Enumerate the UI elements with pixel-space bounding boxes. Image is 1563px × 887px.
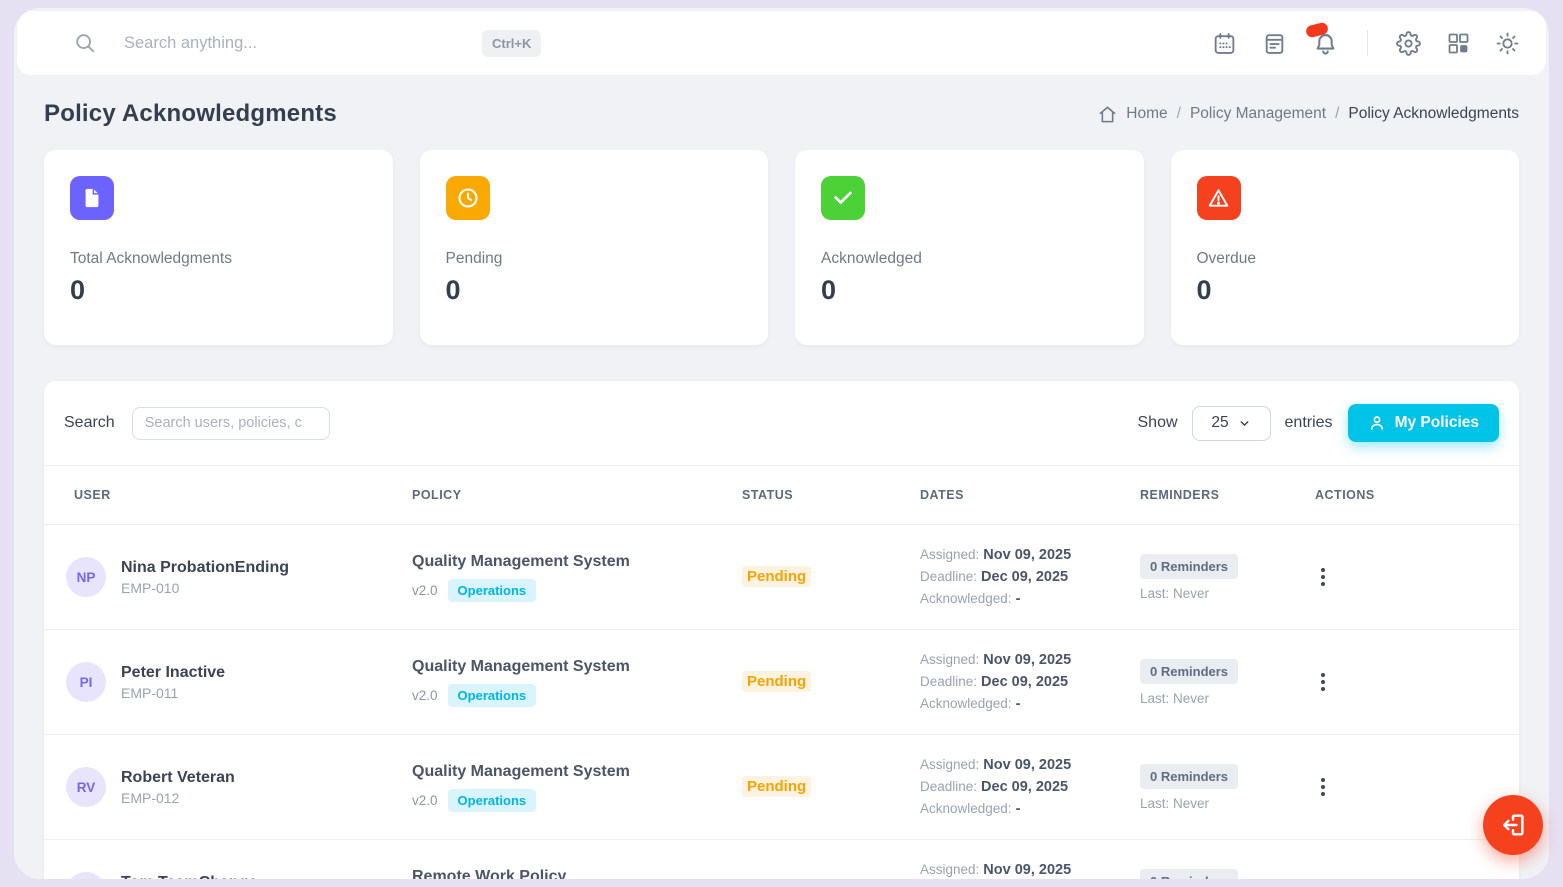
status-badge: Pending: [742, 671, 812, 692]
theme-sun-icon[interactable]: [1495, 31, 1520, 56]
table-search-label: Search: [64, 414, 115, 431]
stat-card-overdue: Overdue 0: [1170, 150, 1519, 345]
dates-cell: Assigned:Nov 09, 2025 Deadline:Dec 09, 2…: [920, 734, 1140, 840]
last-reminder: Last: Never: [1140, 690, 1210, 706]
home-icon: [1098, 105, 1117, 124]
stat-label: Pending: [445, 250, 503, 267]
stat-card-acknowledged: Acknowledged 0: [795, 150, 1144, 345]
stat-value: 0: [445, 275, 461, 305]
user-name: Robert Veteran: [121, 768, 235, 786]
logout-fab-button[interactable]: [1483, 795, 1543, 855]
acknowledgments-panel: Search Show 25 entries My Policies: [44, 381, 1519, 879]
employee-id: EMP-010: [121, 579, 180, 596]
dates-cell: Assigned:Nov 09, 2025 Deadline:Dec 09, 2…: [920, 524, 1140, 630]
user-name: Tom TeamChange: [121, 874, 257, 880]
department-badge: Operations: [447, 788, 537, 812]
clipboard-icon[interactable]: [1262, 31, 1287, 56]
employee-id: EMP-011: [121, 684, 179, 701]
table-row: NP Nina ProbationEnding EMP-010 Quality …: [44, 524, 1519, 630]
app-frame: Ctrl+K Polic: [14, 8, 1549, 879]
policy-title: Quality Management System: [412, 762, 630, 780]
breadcrumb-current: Policy Acknowledgments: [1348, 105, 1519, 122]
settings-gear-icon[interactable]: [1396, 30, 1421, 56]
row-actions-menu[interactable]: [1315, 564, 1331, 590]
last-reminder: Last: Never: [1140, 585, 1210, 601]
department-badge: Operations: [447, 578, 537, 602]
breadcrumb-separator: /: [1176, 105, 1181, 122]
warning-icon: [1196, 176, 1241, 220]
acknowledgments-table: USER POLICY STATUS DATES REMINDERS ACTIO…: [44, 465, 1519, 879]
page-size-value: 25: [1211, 414, 1229, 431]
document-icon: [70, 176, 114, 220]
apps-grid-icon[interactable]: [1446, 31, 1470, 55]
breadcrumb: Home / Policy Management / Policy Acknow…: [1098, 105, 1519, 124]
clock-icon: [445, 176, 490, 220]
employee-id: EMP-012: [121, 789, 180, 806]
dates-cell: Assigned:Nov 09, 2025 Deadline:Dec 09, 2…: [920, 839, 1140, 879]
topbar-divider: [1367, 30, 1368, 56]
policy-version: v2.0: [412, 582, 438, 598]
status-badge: Pending: [742, 566, 812, 587]
stat-value: 0: [1196, 275, 1212, 305]
col-header-reminders: REMINDERS: [1140, 465, 1315, 525]
policy-version: v2.0: [412, 687, 438, 703]
breadcrumb-separator: /: [1335, 105, 1340, 122]
policy-title: Quality Management System: [412, 552, 630, 570]
table-row: TT Tom TeamChange EMP-009 Remote Work Po…: [44, 839, 1519, 880]
stat-card-total: Total Acknowledgments 0: [44, 150, 393, 345]
stats-row: Total Acknowledgments 0 Pending 0 Acknow…: [44, 150, 1519, 345]
reminders-badge: 0 Reminders: [1140, 553, 1239, 579]
reminders-badge: 0 Reminders: [1140, 868, 1239, 879]
avatar: NP: [66, 557, 106, 597]
policy-title: Remote Work Policy: [412, 867, 567, 880]
user-name: Peter Inactive: [121, 663, 226, 681]
stat-label: Overdue: [1196, 250, 1256, 267]
row-actions-menu[interactable]: [1315, 774, 1331, 800]
avatar: PI: [66, 662, 106, 702]
reminders-badge: 0 Reminders: [1140, 763, 1239, 789]
global-search-input[interactable]: [124, 33, 482, 53]
row-actions-menu[interactable]: [1315, 669, 1331, 695]
keyboard-shortcut-badge: Ctrl+K: [482, 29, 542, 57]
calendar-icon[interactable]: [1212, 31, 1237, 56]
check-icon: [821, 176, 865, 220]
table-header-row: USER POLICY STATUS DATES REMINDERS ACTIO…: [44, 465, 1519, 525]
page-title: Policy Acknowledgments: [44, 100, 337, 127]
breadcrumb-section[interactable]: Policy Management: [1189, 105, 1327, 122]
department-badge: Operations: [447, 683, 537, 707]
table-row: PI Peter Inactive EMP-011 Quality Manage…: [44, 629, 1519, 735]
stat-value: 0: [821, 275, 837, 305]
stat-label: Total Acknowledgments: [70, 250, 232, 267]
last-reminder: Last: Never: [1140, 795, 1210, 811]
breadcrumb-home[interactable]: Home: [1126, 105, 1168, 122]
reminders-badge: 0 Reminders: [1140, 658, 1239, 684]
table-search-input[interactable]: [131, 406, 330, 440]
chevron-down-icon: [1240, 420, 1249, 426]
status-badge: Pending: [742, 776, 812, 797]
topbar: Ctrl+K: [17, 11, 1546, 75]
col-header-policy: POLICY: [412, 465, 742, 525]
dates-cell: Assigned:Nov 09, 2025 Deadline:Dec 09, 2…: [920, 629, 1140, 735]
stat-value: 0: [70, 275, 86, 305]
col-header-dates: DATES: [920, 465, 1140, 525]
entries-label: entries: [1284, 414, 1333, 431]
policy-title: Quality Management System: [412, 657, 630, 675]
search-icon: [74, 32, 96, 54]
stat-label: Acknowledged: [821, 250, 922, 267]
col-header-actions: ACTIONS: [1315, 465, 1519, 525]
user-name: Nina ProbationEnding: [121, 558, 289, 576]
user-icon: [1370, 416, 1383, 430]
avatar: TT: [66, 872, 106, 879]
policy-version: v2.0: [412, 792, 438, 808]
col-header-user: USER: [44, 465, 412, 525]
notification-bell-icon[interactable]: [1304, 21, 1339, 57]
show-label: Show: [1137, 414, 1178, 431]
my-policies-button[interactable]: My Policies: [1347, 404, 1499, 442]
stat-card-pending: Pending 0: [419, 150, 768, 345]
table-row: RV Robert Veteran EMP-012 Quality Manage…: [44, 734, 1519, 840]
avatar: RV: [66, 767, 106, 807]
logout-icon: [1503, 814, 1524, 836]
page-size-select[interactable]: 25: [1191, 405, 1271, 441]
col-header-status: STATUS: [742, 465, 920, 525]
